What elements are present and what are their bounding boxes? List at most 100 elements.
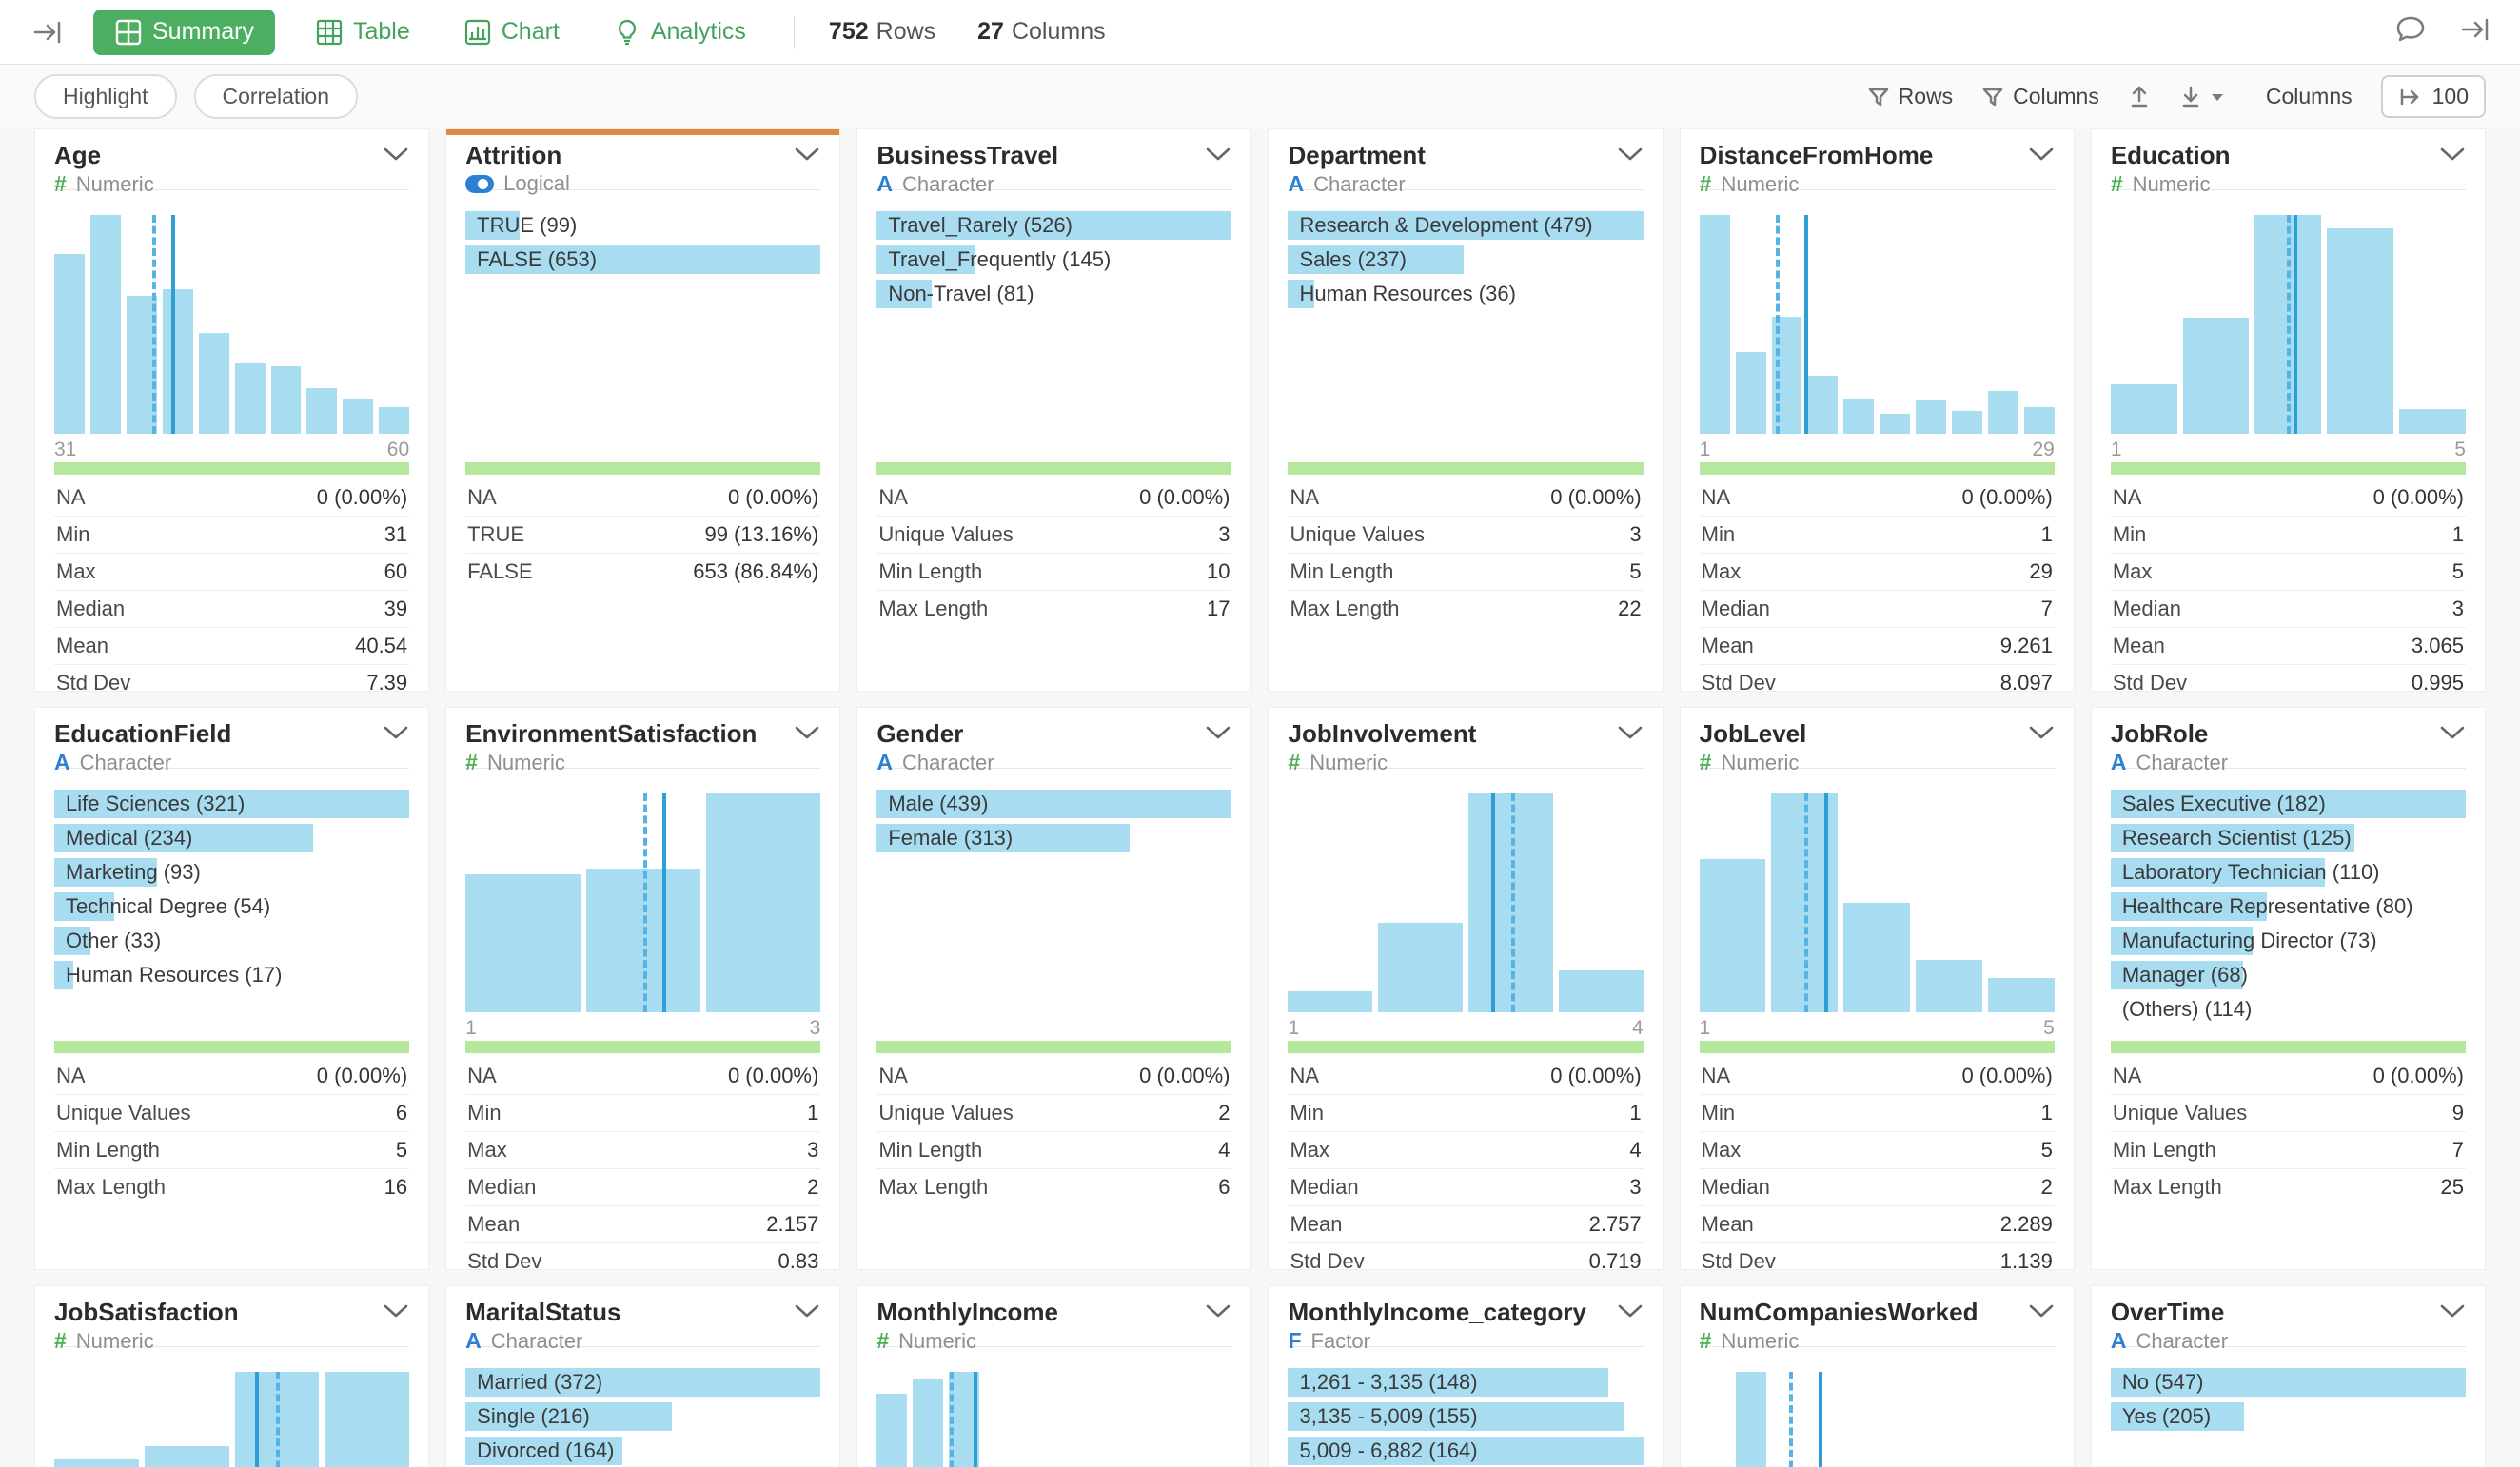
stat-label: NA [2112,1064,2142,1087]
chevron-down-icon[interactable] [383,725,409,745]
column-summary-grid: Age # Numeric 31 60 NA 0 (0.00%) Min 31 Max 60… [0,128,2520,1467]
stat-row: Min 1 [465,1095,821,1132]
stat-row: NA 0 (0.00%) [1288,1058,1644,1095]
column-type-label: Logical [503,171,570,195]
stat-label: NA [878,485,908,509]
column-card-monthlyincome[interactable]: MonthlyIncome # Numeric [856,1285,1252,1467]
stat-value: 0.995 [2411,671,2464,694]
summary-grid-icon [114,18,143,47]
mean-line [171,215,176,434]
category-row: No (547) [2110,1368,2466,1397]
filter-columns-button[interactable]: Columns [1981,84,2099,109]
card-header: MonthlyIncome_category F Factor [1288,1292,1644,1353]
collapse-right-panel-icon[interactable] [2459,15,2491,49]
column-card-gender[interactable]: Gender A Character Male (439) Female (313… [856,707,1252,1270]
column-card-jobsatisfaction[interactable]: JobSatisfaction # Numeric [34,1285,430,1467]
tab-label: Table [352,18,410,45]
chevron-down-icon[interactable] [2439,147,2466,166]
column-card-overtime[interactable]: OverTime A Character No (547) Yes (205) [2090,1285,2486,1467]
axis-max-label: 3 [809,1017,821,1039]
completeness-bar [2110,462,2466,475]
numeric-type-icon: # [54,1328,67,1353]
column-card-businesstravel[interactable]: BusinessTravel A Character Travel_Rarely… [856,128,1252,692]
histogram-plot [876,1372,1231,1467]
stat-value: 29 [2029,559,2053,583]
highlight-button[interactable]: Highlight [34,74,177,119]
stat-row: Min 1 [1288,1095,1644,1132]
chevron-down-icon[interactable] [1205,725,1231,745]
chevron-down-icon[interactable] [794,1303,820,1323]
tab-label: Analytics [650,18,746,45]
character-type-icon: A [2110,1328,2127,1353]
category-label: Divorced (164) [477,1438,615,1462]
category-label: Female (313) [888,826,1014,850]
chevron-down-icon[interactable] [2028,1303,2055,1323]
column-card-attrition[interactable]: Attrition Logical TRUE (99) FALSE (653) N… [445,128,841,692]
column-card-monthlyincome_category[interactable]: MonthlyIncome_category F Factor 1,261 - … [1268,1285,1664,1467]
chevron-down-icon[interactable] [1205,147,1231,166]
column-card-distancefromhome[interactable]: DistanceFromHome # Numeric 1 29 NA 0 (0.00… [1679,128,2075,694]
column-type: # Numeric [876,1328,1231,1354]
collapse-left-panel-icon[interactable] [29,13,67,51]
correlation-button[interactable]: Correlation [193,74,358,119]
stat-row: Max Length 22 [1288,591,1643,627]
category-label: Manager (68) [2121,963,2248,987]
download-icon[interactable] [2179,85,2224,109]
stat-row: Min 1 [1699,517,2055,554]
tab-analytics[interactable]: Analytics [600,10,759,55]
histogram-bar [1558,970,1644,1012]
category-bar [465,1368,821,1397]
column-chart: 1,261 - 3,135 (148) 3,135 - 5,009 (155) 5,… [1288,1347,1644,1467]
columns-limit-control[interactable]: 100 [2380,75,2486,118]
chevron-down-icon[interactable] [2439,1303,2466,1323]
stat-row: Unique Values 6 [54,1095,410,1132]
stat-row: Median 3 [2110,591,2466,628]
column-card-numcompaniesworked[interactable]: NumCompaniesWorked # Numeric [1679,1285,2075,1467]
category-label: Healthcare Representative (80) [2121,894,2413,918]
tab-summary[interactable]: Summary [93,9,275,55]
category-row: Divorced (164) [465,1437,820,1465]
chevron-down-icon[interactable] [1205,1303,1231,1323]
histogram-bar [89,215,121,434]
chevron-down-icon[interactable] [1617,725,1644,745]
chevron-down-icon[interactable] [2028,725,2055,745]
category-bar [54,892,114,921]
column-card-age[interactable]: Age # Numeric 31 60 NA 0 (0.00%) Min 31 Max 60… [34,128,430,694]
column-card-jobrole[interactable]: JobRole A Character Sales Executive (182… [2090,707,2486,1270]
category-label: No (547) [2121,1370,2204,1394]
chevron-down-icon[interactable] [2439,725,2466,745]
upload-icon[interactable] [2128,85,2151,109]
chevron-down-icon[interactable] [1617,1303,1644,1323]
card-header: MonthlyIncome # Numeric [876,1292,1232,1353]
comment-icon[interactable] [2394,14,2427,49]
stat-label: NA [56,1064,86,1087]
chevron-down-icon[interactable] [1617,147,1644,166]
filter-rows-button[interactable]: Rows [1867,84,1953,109]
card-header: OverTime A Character [2110,1292,2466,1353]
chevron-down-icon[interactable] [794,725,820,745]
tab-chart[interactable]: Chart [450,10,573,55]
histogram-bar [1952,410,1983,434]
column-chart: TRUE (99) FALSE (653) [465,190,821,462]
chevron-down-icon[interactable] [2028,147,2055,166]
mean-line [1490,793,1495,1012]
column-card-educationfield[interactable]: EducationField A Character Life Sciences… [34,707,430,1270]
category-row: Human Resources (17) [54,961,409,989]
histogram-bar [2182,318,2250,434]
chevron-down-icon[interactable] [383,1303,409,1323]
column-card-maritalstatus[interactable]: MaritalStatus A Character Married (372) S… [445,1285,841,1467]
category-bar [2110,858,2326,887]
stat-row: Min Length 7 [2110,1132,2466,1169]
histogram-bar [1880,414,1911,434]
column-card-department[interactable]: Department A Character Research & Develo… [1268,128,1664,692]
stat-row: Mean 2.289 [1699,1206,2055,1243]
card-header: JobLevel # Numeric [1699,714,2055,774]
chevron-down-icon[interactable] [383,147,409,166]
tab-table[interactable]: Table [302,10,423,55]
chevron-down-icon[interactable] [794,147,820,166]
